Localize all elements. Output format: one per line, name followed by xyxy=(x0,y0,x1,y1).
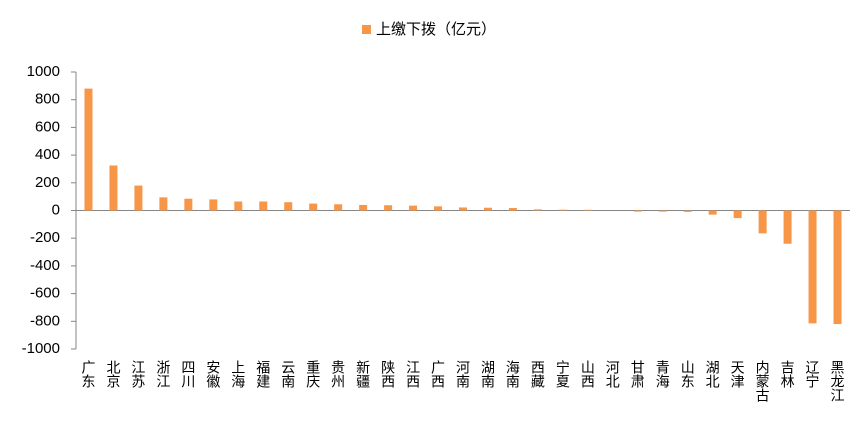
bar xyxy=(783,210,792,244)
y-tick-label: 800 xyxy=(35,91,60,108)
x-tick-label: 山西 xyxy=(580,360,596,388)
bar xyxy=(808,210,817,324)
x-tick-label: 安徽 xyxy=(205,360,221,388)
bar xyxy=(459,207,467,211)
y-tick-label: -400 xyxy=(30,257,60,274)
bar xyxy=(683,210,692,212)
x-tick-label: 陕西 xyxy=(380,360,396,388)
x-tick-label: 新疆 xyxy=(355,360,371,388)
x-tick-label: 江苏 xyxy=(130,360,146,389)
bar xyxy=(159,197,168,211)
x-tick-label: 湖南 xyxy=(480,360,496,388)
bar xyxy=(384,205,393,211)
x-tick-label: 天津 xyxy=(730,360,746,388)
y-tick-label: -200 xyxy=(30,229,60,246)
x-tick-label: 四川 xyxy=(180,360,196,388)
bar xyxy=(184,198,193,211)
y-tick-label: 600 xyxy=(35,118,60,135)
bar xyxy=(359,204,368,211)
bar xyxy=(583,209,592,211)
bar xyxy=(409,205,418,211)
bar xyxy=(708,210,717,215)
x-tick-label: 广西 xyxy=(430,360,446,388)
y-tick-label: -600 xyxy=(30,285,60,302)
y-tick-label: 200 xyxy=(35,174,60,191)
x-tick-label: 河北 xyxy=(605,360,621,389)
bar xyxy=(284,202,293,211)
y-tick-label: 400 xyxy=(35,146,60,163)
x-tick-label: 内蒙古 xyxy=(755,360,771,402)
bar xyxy=(658,210,667,212)
bar xyxy=(134,185,143,211)
bar xyxy=(733,210,742,219)
x-tick-label: 浙江 xyxy=(155,360,171,388)
y-tick-label: 1000 xyxy=(27,63,60,80)
x-tick-label: 河南 xyxy=(455,360,471,388)
x-tick-label: 甘肃 xyxy=(630,360,646,388)
x-tick-label: 上海 xyxy=(230,360,246,388)
bar xyxy=(483,207,492,211)
legend-swatch xyxy=(362,25,371,34)
x-tick-label: 贵州 xyxy=(330,360,346,388)
y-tick-label: -800 xyxy=(30,312,60,329)
x-tick-label: 辽宁 xyxy=(805,360,821,388)
bar xyxy=(758,210,767,234)
x-tick-label: 西藏 xyxy=(530,360,546,388)
bar xyxy=(434,206,443,211)
bar xyxy=(209,199,218,211)
x-tick-label: 云南 xyxy=(280,360,296,388)
x-tick-label: 宁夏 xyxy=(555,359,571,388)
x-tick-label: 山东 xyxy=(680,360,696,388)
bar xyxy=(84,88,93,211)
y-tick-label: -1000 xyxy=(22,340,60,357)
x-tick-label: 重庆 xyxy=(305,360,321,388)
bar xyxy=(309,203,318,211)
x-tick-label: 青海 xyxy=(655,360,671,388)
bar xyxy=(508,208,517,211)
bar xyxy=(334,204,343,211)
x-tick-label: 黑龙江 xyxy=(830,360,846,402)
y-tick-label: 0 xyxy=(52,201,60,218)
bar xyxy=(533,209,542,211)
legend-label: 上缴下拨（亿元） xyxy=(376,21,496,38)
bar xyxy=(833,210,842,325)
x-tick-label: 福建 xyxy=(255,360,271,389)
bar xyxy=(234,201,243,211)
x-tick-label: 海南 xyxy=(505,360,521,388)
x-tick-label: 北京 xyxy=(105,360,121,388)
x-tick-label: 吉林 xyxy=(780,360,796,388)
x-tick-label: 湖北 xyxy=(705,360,721,389)
bar xyxy=(109,165,118,211)
bar xyxy=(633,210,642,212)
x-tick-label: 江西 xyxy=(405,360,421,388)
bar xyxy=(558,209,567,211)
bar xyxy=(259,201,268,211)
x-tick-label: 广东 xyxy=(80,360,96,388)
